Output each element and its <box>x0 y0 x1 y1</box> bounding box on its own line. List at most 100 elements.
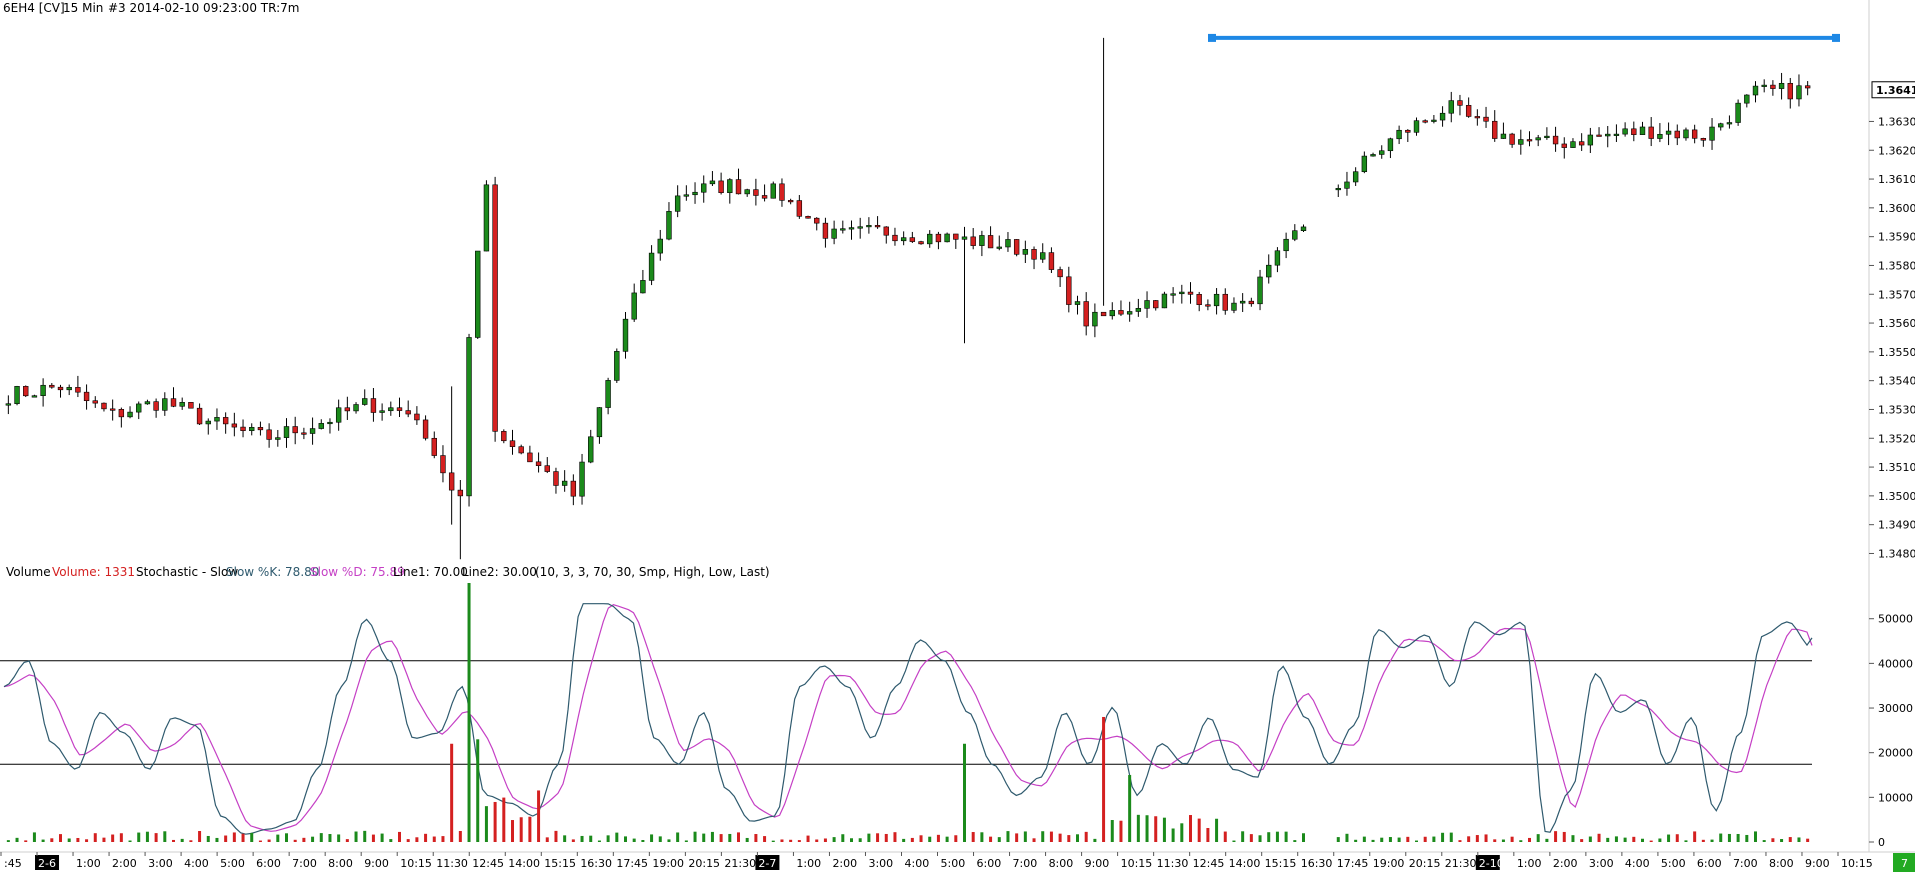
volume-bar <box>823 838 827 842</box>
time-tick-label: 15:15 <box>1265 857 1297 870</box>
stochastic-layer <box>0 603 1813 835</box>
candle-body <box>1118 310 1124 315</box>
candle-body <box>1544 135 1550 139</box>
time-tick-label: 14:00 <box>1229 857 1261 870</box>
line1-value: Line1: 70.00 <box>393 565 468 579</box>
volume-bar <box>258 840 262 842</box>
volume-bar <box>1658 838 1662 842</box>
volume-bar <box>615 832 619 842</box>
volume-bar <box>511 820 514 842</box>
volume-bar <box>1267 832 1271 842</box>
candle-body <box>188 402 194 409</box>
volume-bar <box>1180 823 1184 842</box>
candle-body <box>944 233 950 243</box>
resistance-handle-left[interactable] <box>1208 33 1216 42</box>
candle-body <box>822 222 829 239</box>
candle-body <box>1205 304 1211 307</box>
volume-bar <box>1336 837 1340 842</box>
time-tick-label: 5:00 <box>220 857 245 870</box>
candle-body <box>283 426 290 438</box>
volume-bar <box>1754 831 1757 842</box>
time-tick-label: 6:00 <box>256 857 281 870</box>
candle-body <box>657 238 663 254</box>
date-marker-label: 2-6 <box>38 857 56 870</box>
candle-body <box>1057 269 1063 278</box>
candle-body <box>1622 128 1628 135</box>
volume-bar <box>145 831 149 842</box>
volume-bar <box>163 831 167 842</box>
candle-body <box>1787 82 1793 100</box>
candle-body <box>448 472 455 491</box>
candle-body <box>1683 129 1689 139</box>
volume-axis: 0 10000 20000 30000 40000 50000 <box>1869 613 1913 849</box>
candle-body <box>1135 308 1142 312</box>
time-tick-label: 10:15 <box>1121 857 1153 870</box>
price-axis: 1.3480 1.3490 1.3500 1.3510 1.3520 1.3530 1.35… <box>1869 81 1915 560</box>
time-tick-label: 16:30 <box>580 857 612 870</box>
volume-bar <box>1788 837 1792 842</box>
candle-body <box>275 437 281 440</box>
candle-body <box>1596 134 1602 137</box>
candle-body <box>170 398 177 407</box>
volume-bar <box>1241 831 1245 842</box>
resistance-handle-right[interactable] <box>1832 33 1840 42</box>
candle-body <box>1709 126 1715 141</box>
candle-body <box>5 403 12 406</box>
candle-body <box>214 417 220 422</box>
volume-bar <box>1545 838 1549 842</box>
volume-bar <box>867 833 871 842</box>
volume-bar <box>1197 818 1201 842</box>
volume-bar <box>232 832 236 842</box>
volume-bar <box>919 835 923 842</box>
volume-bar <box>876 833 880 842</box>
candle-body <box>1500 133 1507 139</box>
volume-tick-label: 50000 <box>1878 613 1913 626</box>
candle-body <box>1266 264 1272 278</box>
volume-bar <box>1701 839 1705 842</box>
volume-bar <box>928 836 932 842</box>
volume-bar <box>1058 833 1062 842</box>
volume-bar <box>1797 837 1801 842</box>
volume-bar <box>6 840 10 842</box>
candle-body <box>744 189 750 195</box>
volume-label: Volume <box>6 565 51 579</box>
volume-value: Volume: 1331 <box>52 565 135 579</box>
volume-bar <box>276 834 280 842</box>
volume-bar <box>815 839 819 842</box>
candle-body <box>701 183 707 193</box>
volume-bar <box>1423 836 1427 842</box>
volume-bar <box>884 833 888 842</box>
bottom-corner-badge[interactable] <box>1893 853 1915 872</box>
time-tick-label: 19:00 <box>652 857 684 870</box>
time-tick-label: 21:30 <box>1445 857 1477 870</box>
candle-body <box>318 423 324 429</box>
candle-body <box>796 200 803 217</box>
volume-bar <box>267 839 271 842</box>
candle-body <box>362 398 368 405</box>
volume-bar <box>250 832 254 842</box>
candle-body <box>831 228 837 239</box>
volume-bar <box>1258 835 1262 842</box>
volume-bar <box>76 837 80 842</box>
volume-bar <box>467 583 471 842</box>
volume-bar <box>406 839 410 842</box>
candle-body <box>422 419 429 439</box>
volume-bar <box>632 838 636 842</box>
volume-bar <box>850 838 853 842</box>
candle-body <box>492 184 498 432</box>
volume-bar <box>763 836 767 842</box>
volume-bar <box>1449 832 1453 842</box>
candle-body <box>231 423 238 428</box>
candle-body <box>640 280 646 294</box>
volume-bar <box>502 797 506 842</box>
volume-bar <box>1215 818 1219 842</box>
candle-body <box>1361 155 1368 173</box>
volume-bar <box>545 837 549 842</box>
stochastic-label: Stochastic - Slow <box>136 565 238 579</box>
candle-body <box>31 395 38 398</box>
candle-body <box>1109 310 1115 317</box>
candle-body <box>266 429 272 440</box>
volume-bar <box>676 832 680 842</box>
